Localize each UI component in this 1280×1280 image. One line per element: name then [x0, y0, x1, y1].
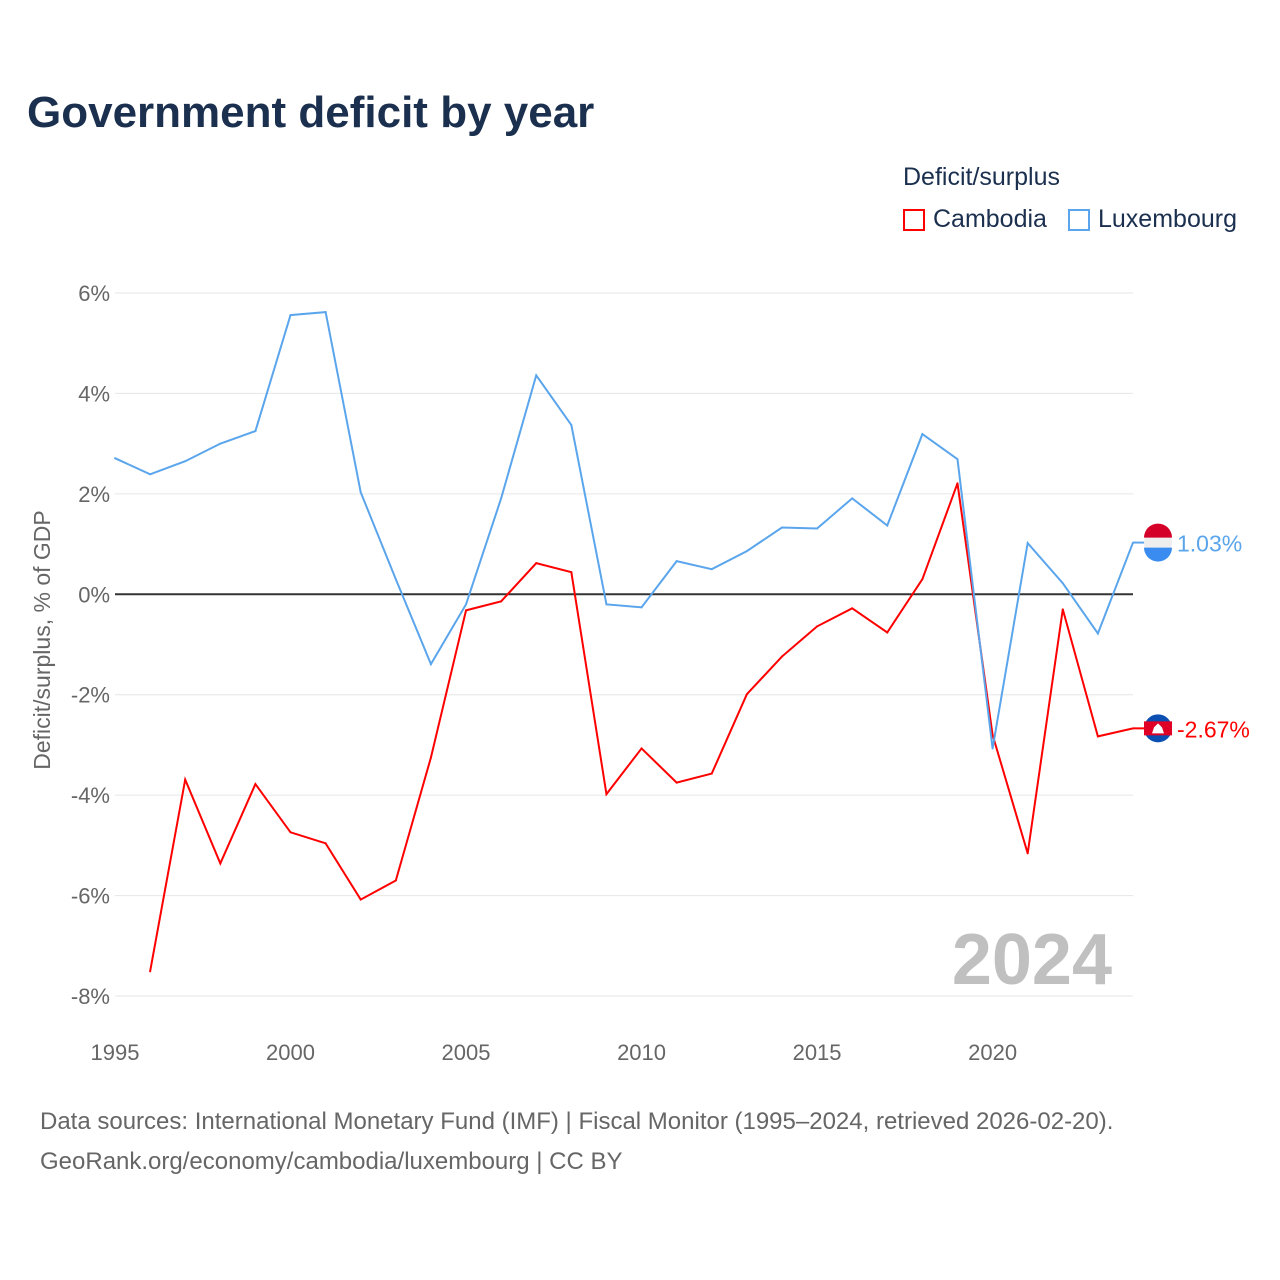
- data-point: [149, 473, 152, 476]
- data-point: [745, 550, 748, 553]
- data-point: [324, 842, 327, 845]
- data-point: [780, 655, 783, 658]
- data-point: [500, 600, 503, 603]
- data-point: [675, 781, 678, 784]
- data-point: [921, 433, 924, 436]
- y-tick-label: -2%: [71, 683, 110, 708]
- data-point: [570, 571, 573, 574]
- legend-swatch: [903, 208, 925, 231]
- data-point: [114, 457, 116, 460]
- x-tick-label: 2015: [793, 1040, 842, 1065]
- data-point: [640, 747, 643, 750]
- legend-title: Deficit/surplus: [903, 163, 1060, 191]
- data-point: [745, 693, 748, 696]
- data-point: [535, 562, 538, 565]
- data-point: [465, 603, 468, 606]
- data-point: [1026, 542, 1029, 545]
- x-tick-label: 2000: [266, 1040, 315, 1065]
- legend-swatch: [1068, 208, 1090, 231]
- data-point: [535, 374, 538, 377]
- data-point: [570, 424, 573, 427]
- data-point: [605, 603, 608, 606]
- y-tick-label: 6%: [78, 281, 110, 306]
- series-line-cambodia: [149, 482, 1134, 972]
- legend-item-cambodia[interactable]: Cambodia: [903, 205, 1047, 234]
- y-tick-label: 4%: [78, 381, 110, 406]
- legend-item-luxembourg[interactable]: Luxembourg: [1068, 205, 1237, 234]
- source-line-1: Data sources: International Monetary Fun…: [40, 1108, 1114, 1135]
- legend-label: Cambodia: [933, 205, 1047, 233]
- data-point: [289, 831, 292, 834]
- y-tick-label: -8%: [71, 984, 110, 1009]
- data-point: [1061, 582, 1064, 585]
- data-point: [605, 793, 608, 796]
- data-point: [1096, 735, 1099, 738]
- end-value-label: -2.67%: [1177, 716, 1250, 742]
- data-point: [429, 756, 432, 759]
- data-point: [851, 497, 854, 500]
- data-point: [921, 578, 924, 581]
- data-point: [1096, 632, 1099, 635]
- y-axis-label: Deficit/surplus, % of GDP: [29, 510, 55, 769]
- x-tick-label: 2005: [442, 1040, 491, 1065]
- y-tick-label: -4%: [71, 783, 110, 808]
- flag-stripe: [1144, 523, 1172, 538]
- data-point: [1061, 608, 1064, 611]
- data-point: [149, 970, 152, 973]
- data-point: [254, 783, 257, 786]
- x-tick-label: 2020: [968, 1040, 1017, 1065]
- flag-stripe: [1144, 547, 1172, 562]
- year-watermark: 2024: [952, 920, 1112, 1000]
- data-point: [851, 607, 854, 610]
- data-point: [956, 458, 959, 461]
- x-tick-label: 1995: [91, 1040, 140, 1065]
- flag-temple: [1152, 723, 1164, 734]
- data-point: [219, 862, 222, 865]
- data-point: [219, 442, 222, 445]
- data-point: [991, 747, 994, 750]
- data-point: [816, 527, 819, 530]
- data-point: [1026, 852, 1029, 855]
- data-point: [816, 625, 819, 628]
- data-point: [780, 526, 783, 529]
- data-point: [465, 609, 468, 612]
- data-point: [640, 606, 643, 609]
- data-point: [429, 663, 432, 666]
- data-point: [254, 430, 257, 433]
- data-point: [394, 879, 397, 882]
- data-point: [184, 460, 187, 463]
- legend-label: Luxembourg: [1098, 205, 1237, 233]
- y-tick-label: 0%: [78, 582, 110, 607]
- data-point: [956, 482, 959, 485]
- data-point: [710, 568, 713, 571]
- series-line-luxembourg: [114, 311, 1134, 749]
- data-point: [359, 898, 362, 901]
- y-tick-label: -6%: [71, 884, 110, 909]
- data-point: [886, 524, 889, 527]
- data-point: [710, 772, 713, 775]
- x-tick-label: 2010: [617, 1040, 666, 1065]
- data-point: [324, 311, 327, 314]
- data-point: [394, 578, 397, 581]
- data-point: [886, 631, 889, 634]
- y-tick-label: 2%: [78, 482, 110, 507]
- data-point: [184, 778, 187, 781]
- source-line-2: GeoRank.org/economy/cambodia/luxembourg …: [40, 1148, 623, 1175]
- data-point: [991, 733, 994, 736]
- data-point: [359, 491, 362, 494]
- data-point: [289, 314, 292, 317]
- chart-title: Government deficit by year: [27, 88, 595, 137]
- data-point: [675, 560, 678, 563]
- end-value-label: 1.03%: [1177, 531, 1242, 557]
- data-point: [500, 497, 503, 500]
